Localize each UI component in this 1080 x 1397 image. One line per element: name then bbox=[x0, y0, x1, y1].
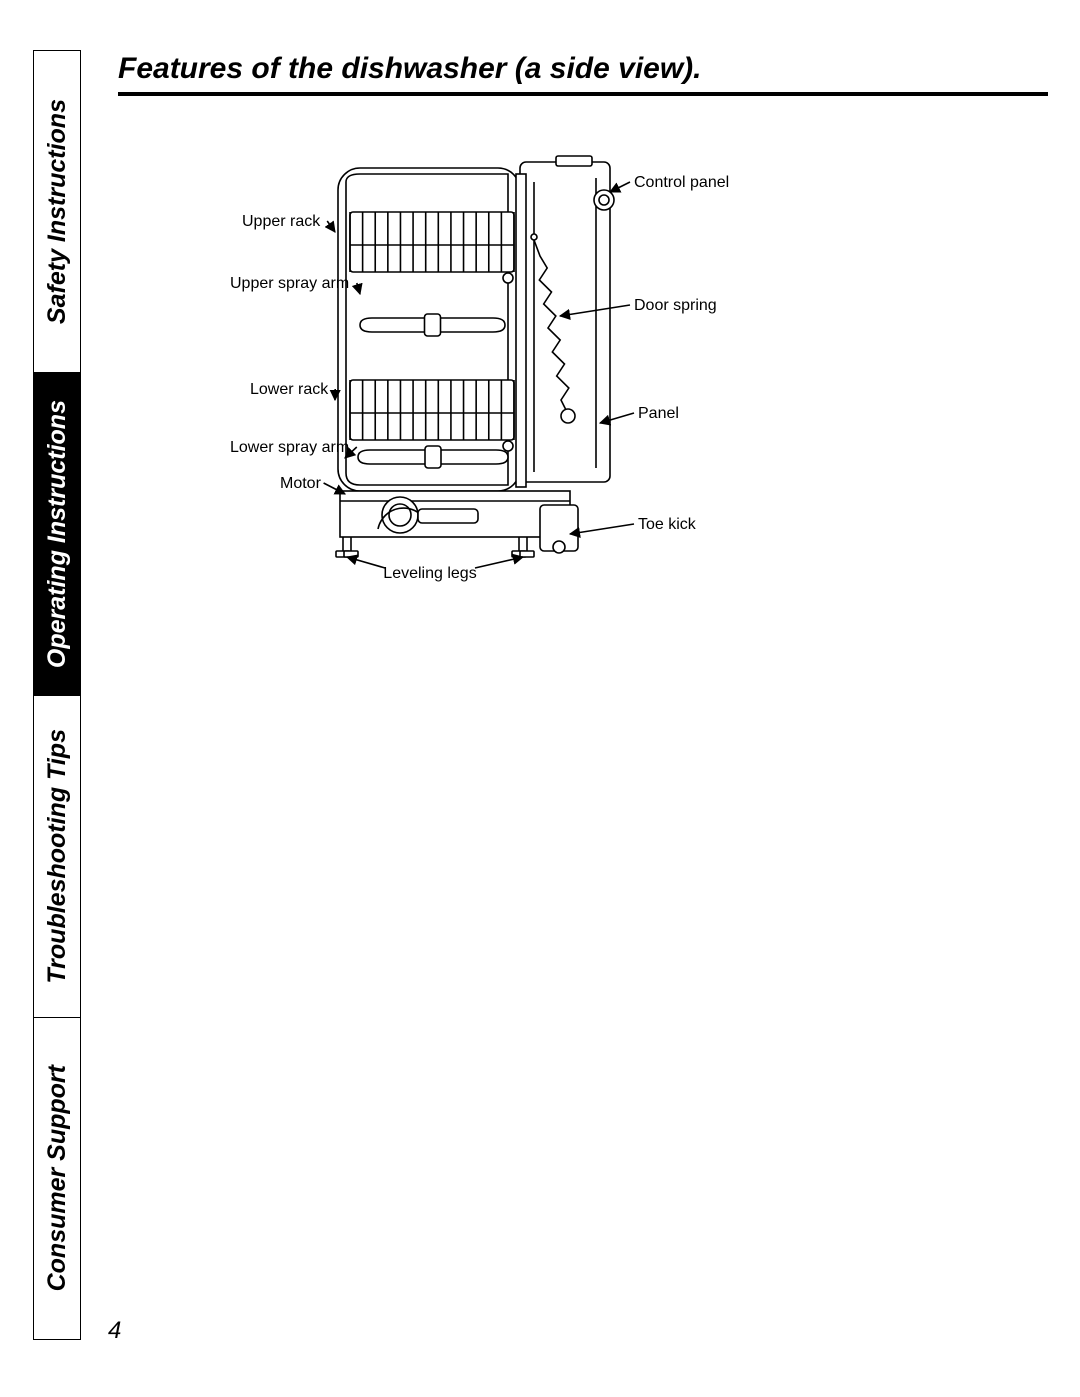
label-control-panel: Control panel bbox=[634, 174, 729, 191]
tab-label: Operating Instructions bbox=[43, 400, 72, 668]
tab-label: Troubleshooting Tips bbox=[43, 729, 72, 984]
label-toe-kick: Toe kick bbox=[638, 516, 697, 533]
tab-label: Safety Instructions bbox=[43, 99, 72, 324]
label-lower-rack: Lower rack bbox=[250, 381, 329, 398]
dishwasher-diagram: Upper rack Upper spray arm Lower rack Lower… bbox=[230, 150, 750, 610]
tab-label: Consumer Support bbox=[43, 1065, 72, 1291]
page-title: Features of the dishwasher (a side view)… bbox=[118, 52, 1048, 96]
tab-safety-instructions[interactable]: Safety Instructions bbox=[34, 51, 80, 372]
label-motor: Motor bbox=[280, 475, 322, 492]
page-number: 4 bbox=[108, 1317, 121, 1345]
label-door-spring: Door spring bbox=[634, 297, 717, 314]
sidebar-tabs: Consumer Support Troubleshooting Tips Op… bbox=[33, 50, 81, 1340]
label-upper-spray-arm: Upper spray arm bbox=[230, 275, 349, 292]
label-leveling-legs: Leveling legs bbox=[383, 565, 476, 582]
tab-operating-instructions[interactable]: Operating Instructions bbox=[34, 372, 80, 694]
label-panel: Panel bbox=[638, 405, 679, 422]
diagram-svg: Upper rack Upper spray arm Lower rack Lower… bbox=[230, 150, 750, 610]
tab-troubleshooting-tips[interactable]: Troubleshooting Tips bbox=[34, 695, 80, 1017]
label-lower-spray-arm: Lower spray arm bbox=[230, 439, 349, 456]
tab-consumer-support[interactable]: Consumer Support bbox=[34, 1017, 80, 1339]
label-upper-rack: Upper rack bbox=[242, 213, 321, 230]
